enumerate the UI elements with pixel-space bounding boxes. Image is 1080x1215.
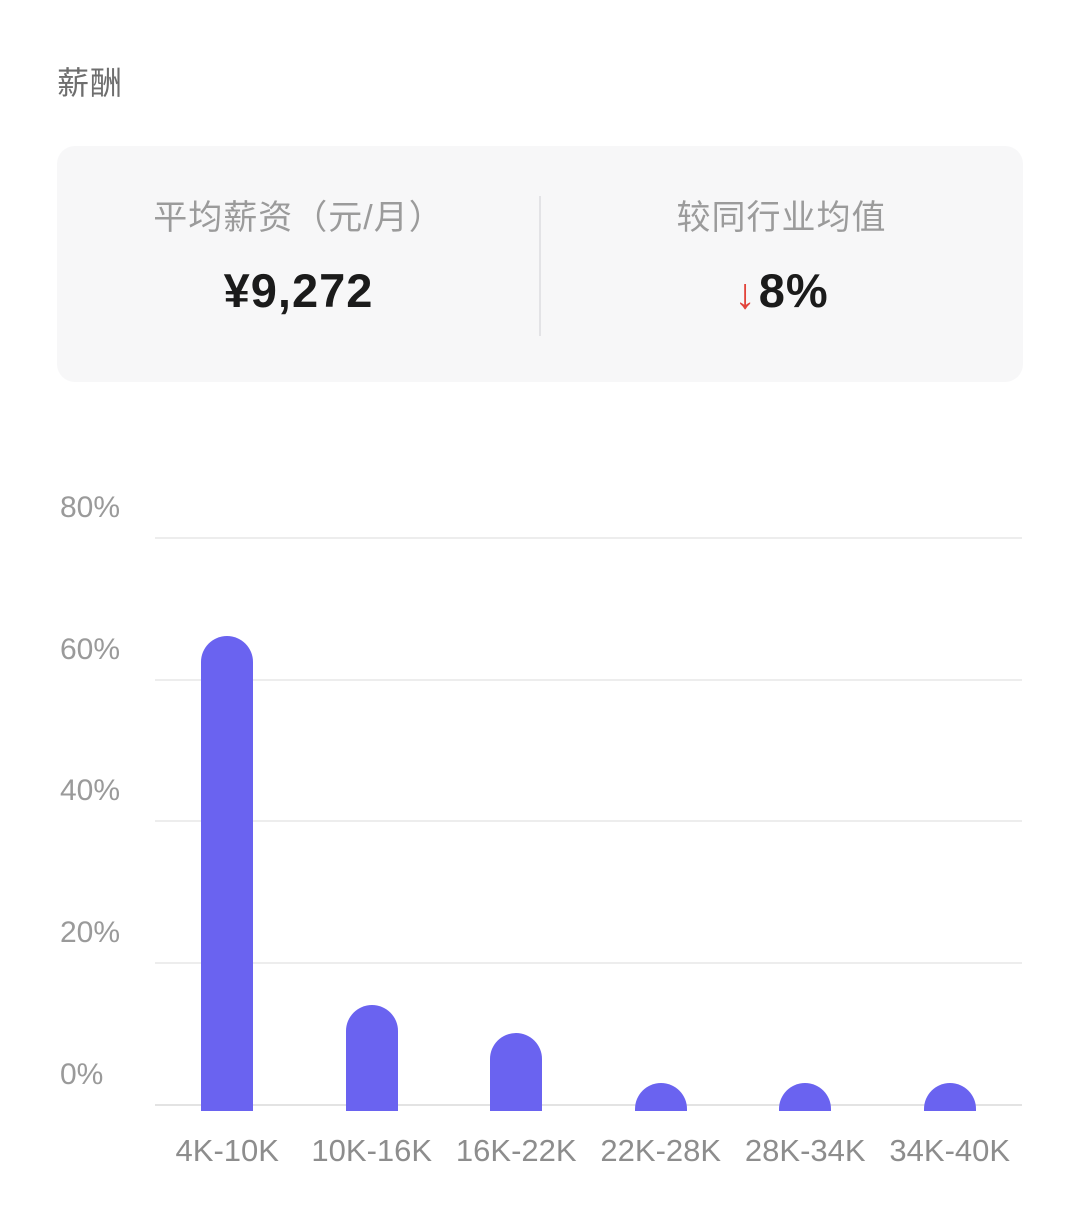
industry-comparison-percent: 8% — [758, 264, 829, 317]
average-salary-stat: 平均薪资（元/月） ¥9,272 — [57, 146, 540, 382]
industry-comparison-label: 较同行业均值 — [676, 199, 887, 237]
x-axis-category-label: 28K-34K — [744, 1133, 866, 1168]
vertical-divider — [539, 196, 541, 336]
bar-10K-16K — [345, 1004, 398, 1111]
salary-distribution-chart: 80% 60% 40% 20% 0% 4K-10K 10K-16K 16K-22K 22K-28… — [0, 470, 1080, 1190]
x-axis-category-label: 10K-16K — [311, 1133, 433, 1168]
average-salary-value: ¥9,272 — [223, 264, 374, 317]
x-axis-category-label: 4K-10K — [175, 1133, 279, 1168]
gridline — [155, 678, 1022, 681]
industry-comparison-value: ↓8% — [540, 263, 1023, 318]
bar-4K-10K — [201, 636, 254, 1111]
gridline — [155, 962, 1022, 965]
bar-16K-22K — [490, 1033, 543, 1111]
gridline — [155, 536, 1022, 539]
salary-summary-card: 平均薪资（元/月） ¥9,272 较同行业均值 ↓8% — [57, 146, 1023, 382]
y-axis-tick-label: 80% — [60, 490, 121, 524]
average-salary-label: 平均薪资（元/月） — [153, 199, 444, 237]
bar-34K-40K — [923, 1082, 976, 1111]
y-axis-tick-label: 60% — [60, 632, 121, 666]
y-axis-tick-label: 40% — [60, 774, 121, 808]
down-arrow-icon: ↓ — [734, 270, 757, 318]
industry-comparison-stat: 较同行业均值 ↓8% — [540, 146, 1023, 382]
bar-22K-28K — [634, 1082, 687, 1111]
bar-28K-34K — [779, 1082, 832, 1111]
x-axis-line — [155, 1104, 1022, 1106]
y-axis-tick-label: 0% — [60, 1058, 104, 1091]
x-axis-category-label: 22K-28K — [600, 1133, 722, 1168]
page-title: 薪酬 — [57, 65, 124, 101]
y-axis-tick-label: 20% — [60, 916, 121, 950]
gridline — [155, 820, 1022, 823]
x-axis-category-label: 34K-40K — [889, 1133, 1011, 1168]
x-axis-category-label: 16K-22K — [455, 1133, 577, 1168]
